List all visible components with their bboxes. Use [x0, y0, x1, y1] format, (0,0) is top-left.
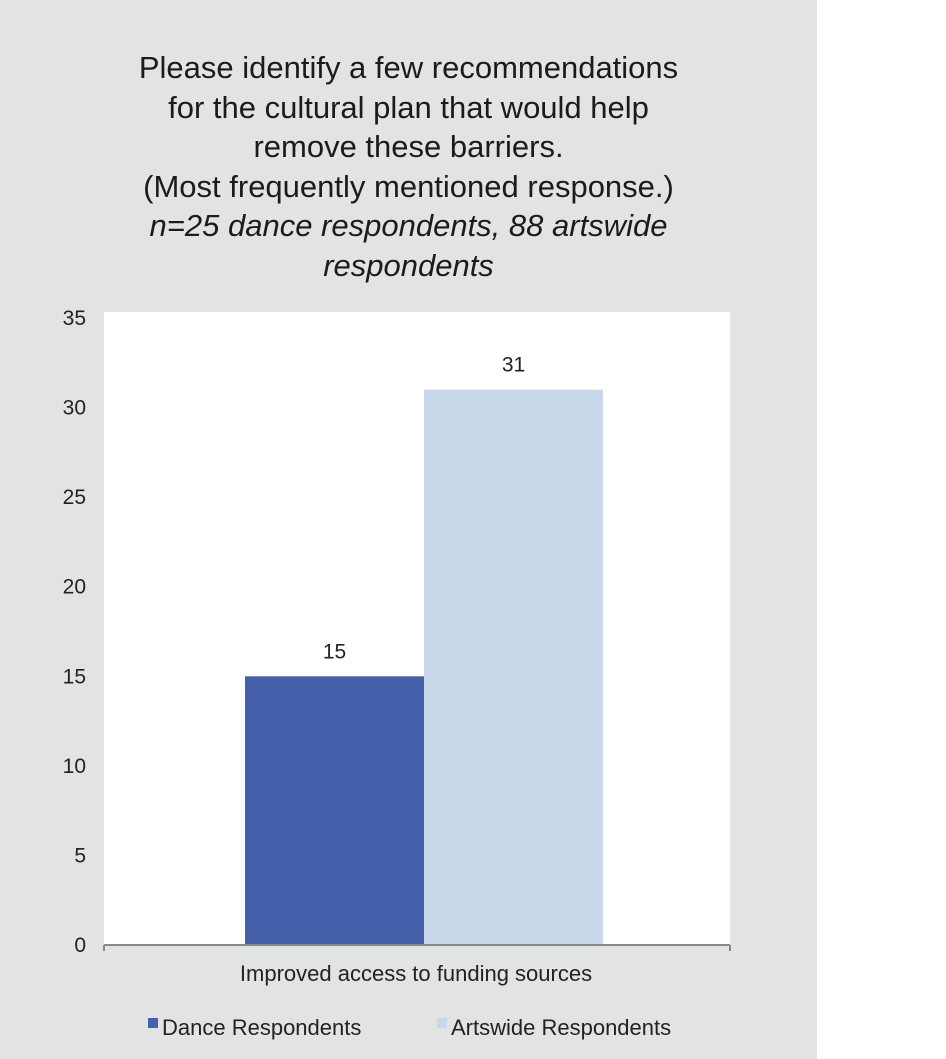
subtitle-line: n=25 dance respondents, 88 artswide	[149, 208, 668, 243]
x-category-label: Improved access to funding sources	[240, 961, 592, 986]
y-tick-label: 0	[74, 934, 86, 957]
bar-artswide-respondents	[424, 389, 603, 946]
y-tick-label: 20	[63, 576, 86, 599]
title-line: Please identify a few recommendations	[138, 50, 679, 85]
y-tick-label: 10	[63, 755, 86, 778]
y-tick-label: 30	[63, 397, 86, 420]
y-tick-label: 5	[74, 844, 86, 867]
title-line: for the cultural plan that would help	[168, 89, 649, 125]
y-tick-label: 35	[63, 307, 86, 330]
y-tick-label: 15	[63, 665, 86, 688]
subtitle-line: respondents	[323, 247, 494, 283]
legend-swatch	[148, 1018, 158, 1028]
legend-label: Artswide Respondents	[451, 1015, 671, 1040]
bar-dance-respondents	[245, 676, 424, 945]
legend-label: Dance Respondents	[162, 1015, 361, 1040]
y-tick-label: 25	[63, 486, 86, 509]
chart-title: Please identify a few recommendations fo…	[0, 48, 817, 285]
legend-swatch	[437, 1018, 447, 1028]
data-label: 31	[502, 354, 525, 377]
title-line: (Most frequently mentioned response.)	[143, 168, 674, 204]
data-label: 15	[323, 640, 346, 663]
title-line: remove these barriers.	[253, 129, 564, 164]
